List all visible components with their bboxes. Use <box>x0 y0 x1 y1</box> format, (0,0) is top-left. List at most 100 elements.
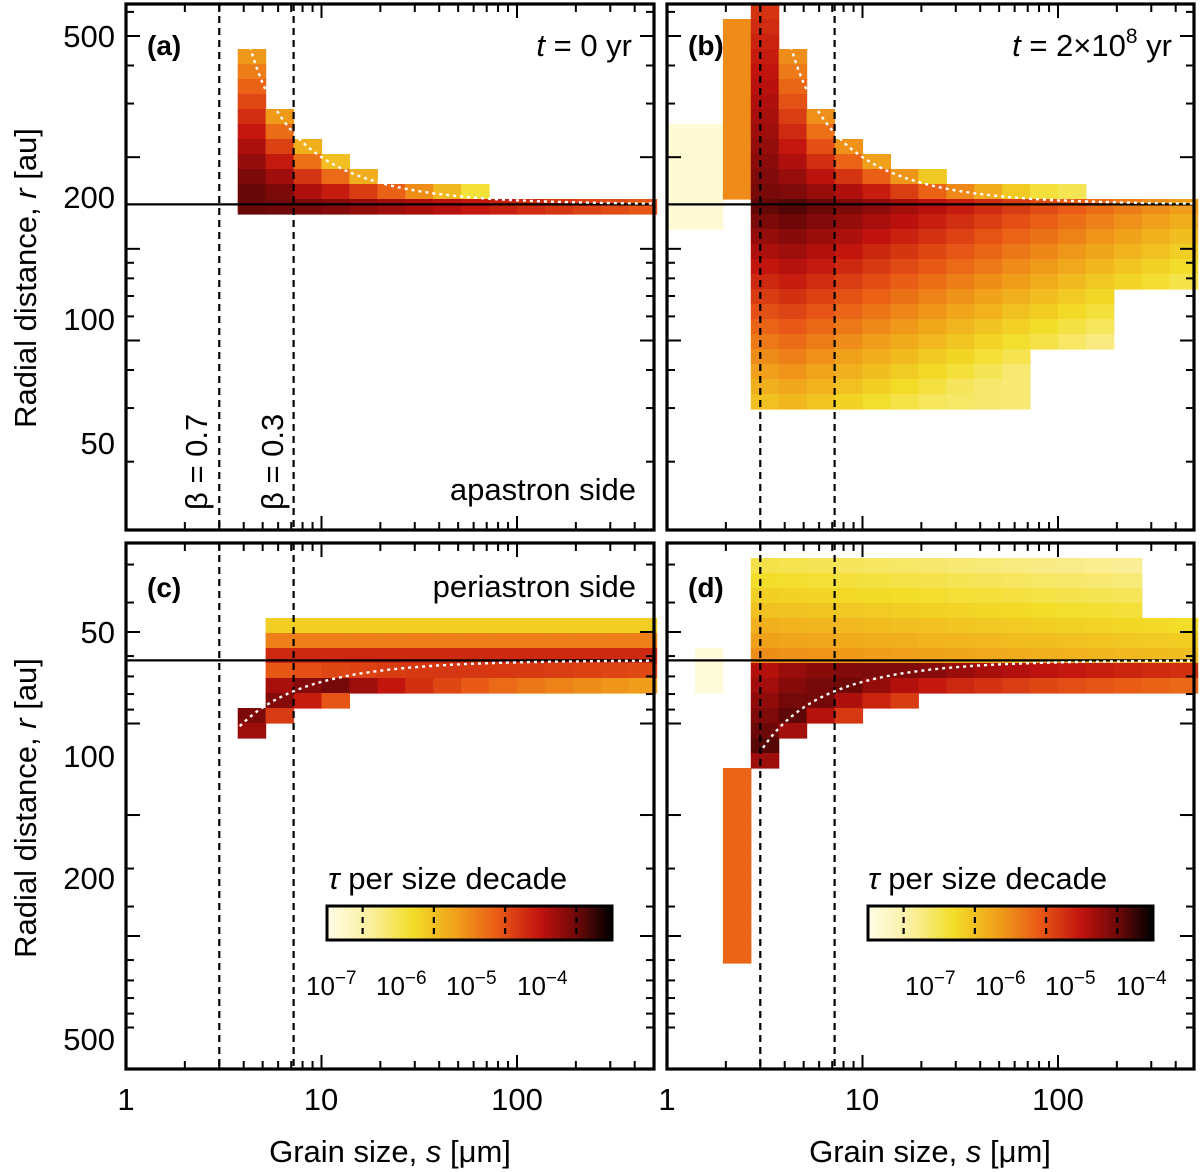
heat-cell <box>974 184 1003 200</box>
heat-cell <box>918 229 947 245</box>
heat-cell <box>890 394 919 410</box>
heat-cell <box>890 364 919 380</box>
heat-cell <box>694 678 724 694</box>
heat-cell <box>946 364 975 380</box>
heat-cell <box>750 349 780 365</box>
heat-cell <box>750 199 780 215</box>
heat-cell <box>750 633 780 649</box>
heat-cell <box>946 663 975 679</box>
heat-cell <box>806 588 836 604</box>
heat-cell <box>750 94 780 110</box>
heat-cell <box>1085 633 1115 649</box>
heat-cell <box>1141 663 1171 679</box>
heat-cell <box>862 558 891 574</box>
heat-cell <box>349 618 378 634</box>
heat-cell <box>834 169 864 185</box>
heat-cell <box>862 618 891 634</box>
heat-cell <box>974 379 1003 395</box>
colorbar-title-d: τ per size decade <box>868 861 1107 896</box>
heat-cell <box>377 199 406 215</box>
heat-cell <box>722 169 752 185</box>
colorbar-tick-label-c-2: 10−5 <box>446 968 497 1001</box>
heat-cell <box>946 633 975 649</box>
heat-cell <box>834 304 864 320</box>
heat-cell <box>1058 633 1087 649</box>
heat-cell <box>750 4 780 20</box>
y-axis-label-bottom: Radial distance, r [au] <box>8 658 43 958</box>
heat-cell <box>834 558 864 574</box>
heat-cell <box>750 379 780 395</box>
heat-cell <box>694 199 724 215</box>
heat-cell <box>890 289 919 305</box>
heat-cell <box>293 199 323 215</box>
heat-cell <box>1113 633 1143 649</box>
heat-cell <box>778 124 808 140</box>
heat-cell <box>265 678 295 694</box>
heat-cell <box>1085 274 1115 290</box>
heat-cell <box>750 334 780 350</box>
heat-cell <box>237 79 267 95</box>
heat-cell <box>862 274 891 290</box>
heat-cell <box>890 334 919 350</box>
heat-cell <box>862 244 891 260</box>
heat-cell <box>806 379 836 395</box>
heat-cell <box>778 154 808 170</box>
heat-cell <box>806 199 836 215</box>
heat-cell <box>1030 184 1059 200</box>
heat-cell <box>694 663 724 679</box>
heat-cell <box>890 319 919 335</box>
colorbar-symbol-c: τ <box>328 861 342 896</box>
heat-cell <box>1141 259 1171 275</box>
heat-cell <box>918 289 947 305</box>
x-tick-label-right-100: 100 <box>1032 1082 1084 1117</box>
heat-cell <box>918 274 947 290</box>
heat-cell <box>778 169 808 185</box>
heat-cell <box>722 843 752 859</box>
heat-cell <box>974 558 1003 574</box>
heat-cell <box>806 289 836 305</box>
heat-cell <box>750 603 780 619</box>
heat-cell <box>806 274 836 290</box>
heat-cell <box>750 259 780 275</box>
heat-cell <box>237 723 267 739</box>
heat-cell <box>806 618 836 634</box>
heat-cell <box>750 139 780 155</box>
x-tick-label-right-10: 10 <box>845 1082 879 1117</box>
heat-cell <box>834 289 864 305</box>
heat-cell <box>1058 274 1087 290</box>
heat-cell <box>293 618 323 634</box>
heat-cell <box>349 184 378 200</box>
heat-cell <box>974 678 1003 694</box>
heat-cell <box>237 124 267 140</box>
heat-cell <box>237 184 267 200</box>
heat-cell <box>806 633 836 649</box>
heat-cell <box>834 349 864 365</box>
heat-cell <box>1085 618 1115 634</box>
heat-cell <box>517 618 546 634</box>
heat-cell <box>517 199 546 215</box>
heat-cell <box>778 588 808 604</box>
heat-cell <box>890 678 919 694</box>
heat-cell <box>1113 214 1143 230</box>
heat-cell <box>806 394 836 410</box>
heat-cell <box>1085 334 1115 350</box>
heat-cell <box>834 364 864 380</box>
frame-a <box>124 2 656 532</box>
heat-cell <box>572 199 602 215</box>
heat-cell <box>946 558 975 574</box>
heat-cell <box>1030 334 1059 350</box>
heat-cell <box>667 214 696 230</box>
heat-cell <box>890 214 919 230</box>
heat-cell <box>1141 618 1171 634</box>
heat-cell <box>750 109 780 125</box>
heat-cell <box>918 349 947 365</box>
heat-cell <box>862 334 891 350</box>
heat-cell <box>750 753 780 769</box>
heat-cell <box>1141 214 1171 230</box>
heat-cell <box>862 364 891 380</box>
heat-cell <box>918 304 947 320</box>
heat-cell <box>433 618 462 634</box>
heat-cell <box>946 379 975 395</box>
heat-cell <box>778 319 808 335</box>
heat-cell <box>349 199 378 215</box>
